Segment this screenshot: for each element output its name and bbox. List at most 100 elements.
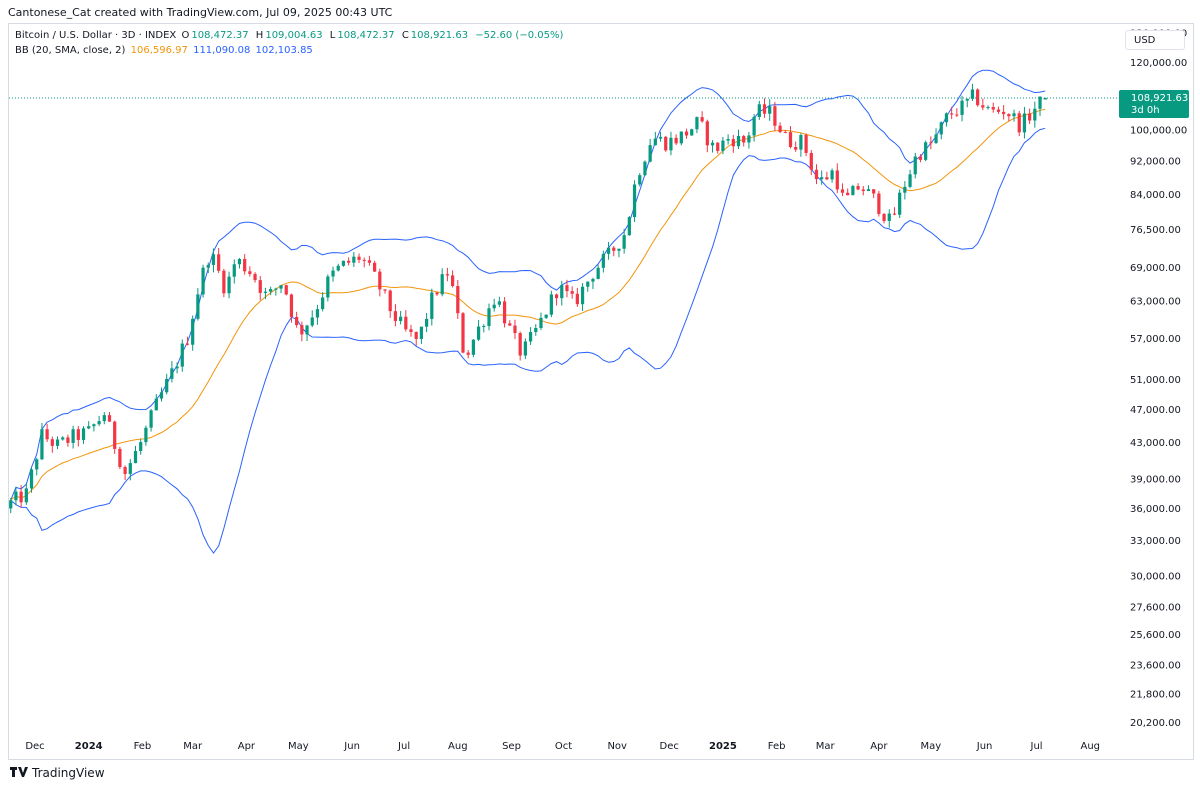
- price-tick-label: 92,000.00: [1130, 156, 1181, 167]
- candle-body: [700, 117, 704, 122]
- candle-body: [1012, 113, 1016, 117]
- candle: [461, 312, 465, 354]
- candle-body: [612, 247, 616, 251]
- symbol-title: Bitcoin / U.S. Dollar · 3D · INDEX: [15, 30, 177, 41]
- last-price-badge: [1119, 89, 1189, 118]
- currency-selector[interactable]: USD: [1125, 30, 1185, 50]
- candle-body: [658, 136, 663, 139]
- time-axis: Dec 2024 Feb Mar Apr May Jun Jul Aug Sep Oct Nov Dec…: [25, 741, 1100, 752]
- candle: [544, 314, 548, 320]
- candle: [731, 134, 735, 153]
- candle-body: [913, 156, 917, 175]
- candle: [913, 152, 917, 179]
- candle-body: [638, 175, 642, 185]
- candle-body: [487, 308, 491, 327]
- candle-body: [976, 89, 980, 106]
- candle-body: [180, 343, 184, 367]
- candle-body: [419, 326, 424, 339]
- time-tick-label: May: [921, 741, 942, 752]
- candle-body: [716, 142, 720, 151]
- candle-body: [788, 132, 793, 148]
- candle-body: [1002, 111, 1006, 115]
- candle-body: [872, 189, 876, 194]
- candle: [159, 387, 164, 402]
- candle: [1038, 96, 1042, 116]
- candle-body: [560, 285, 564, 299]
- time-tick-label: Feb: [134, 741, 152, 752]
- candle-body: [960, 100, 964, 115]
- candle: [211, 248, 216, 273]
- candle-body: [981, 105, 985, 108]
- candle: [586, 281, 590, 292]
- candle: [9, 498, 13, 514]
- candle-body: [965, 98, 969, 101]
- candle-body: [50, 439, 54, 446]
- price-tick-label: 120,000.00: [1130, 58, 1187, 69]
- candle-body: [534, 327, 538, 333]
- candle: [144, 425, 148, 446]
- candle-body: [445, 274, 450, 276]
- candle-body: [289, 294, 294, 317]
- candle: [118, 446, 122, 470]
- candle-body: [721, 140, 725, 151]
- candle: [87, 421, 91, 430]
- candle: [643, 160, 647, 176]
- candle-body: [466, 352, 470, 355]
- candle-body: [955, 114, 959, 116]
- candle: [471, 339, 476, 358]
- candle: [269, 286, 273, 296]
- candle: [279, 285, 283, 294]
- candle-body: [217, 254, 221, 271]
- tradingview-logo-icon: [10, 766, 28, 780]
- candle: [424, 312, 429, 333]
- candle: [305, 324, 309, 342]
- candle: [243, 254, 247, 275]
- candle-body: [274, 288, 278, 290]
- candle: [648, 138, 652, 163]
- candle-body: [518, 333, 522, 356]
- candle-body: [185, 343, 190, 345]
- candle-body: [601, 253, 605, 268]
- candle: [617, 248, 621, 258]
- candle: [367, 255, 372, 266]
- candle: [487, 303, 491, 331]
- candle: [248, 266, 252, 277]
- candle: [825, 171, 829, 181]
- time-tick-label: Nov: [607, 741, 627, 752]
- candle-body: [107, 415, 112, 422]
- candle-body: [232, 264, 236, 277]
- candle: [362, 257, 366, 268]
- candle-body: [461, 313, 465, 353]
- candle: [939, 121, 943, 140]
- candle: [960, 95, 964, 122]
- candle-body: [9, 500, 13, 509]
- candle: [321, 292, 325, 312]
- candle-body: [674, 137, 678, 144]
- candle: [357, 253, 361, 264]
- candle: [66, 434, 70, 447]
- candle: [113, 420, 117, 454]
- candle: [695, 116, 699, 134]
- candle-body: [118, 448, 122, 468]
- candle-body: [154, 398, 158, 411]
- candle-body: [300, 325, 304, 335]
- price-tick-label: 39,000.00: [1130, 474, 1181, 485]
- candle: [679, 131, 683, 146]
- candle: [965, 98, 969, 108]
- candle-body: [892, 213, 897, 215]
- candle-body: [357, 256, 361, 260]
- candle-body: [679, 131, 683, 144]
- time-tick-label: 2024: [75, 741, 103, 752]
- candle: [201, 264, 205, 298]
- time-tick-label: Jul: [397, 741, 410, 752]
- candle: [835, 163, 839, 194]
- candle: [658, 131, 663, 142]
- candle: [934, 128, 938, 145]
- candle-body: [476, 326, 481, 340]
- last-price-value: 108,921.63: [1131, 93, 1188, 104]
- candle-body: [206, 264, 210, 268]
- chart-frame: [8, 23, 1194, 760]
- price-tick-label: 21,800.00: [1130, 690, 1181, 701]
- candle: [929, 136, 933, 150]
- candle: [601, 250, 605, 273]
